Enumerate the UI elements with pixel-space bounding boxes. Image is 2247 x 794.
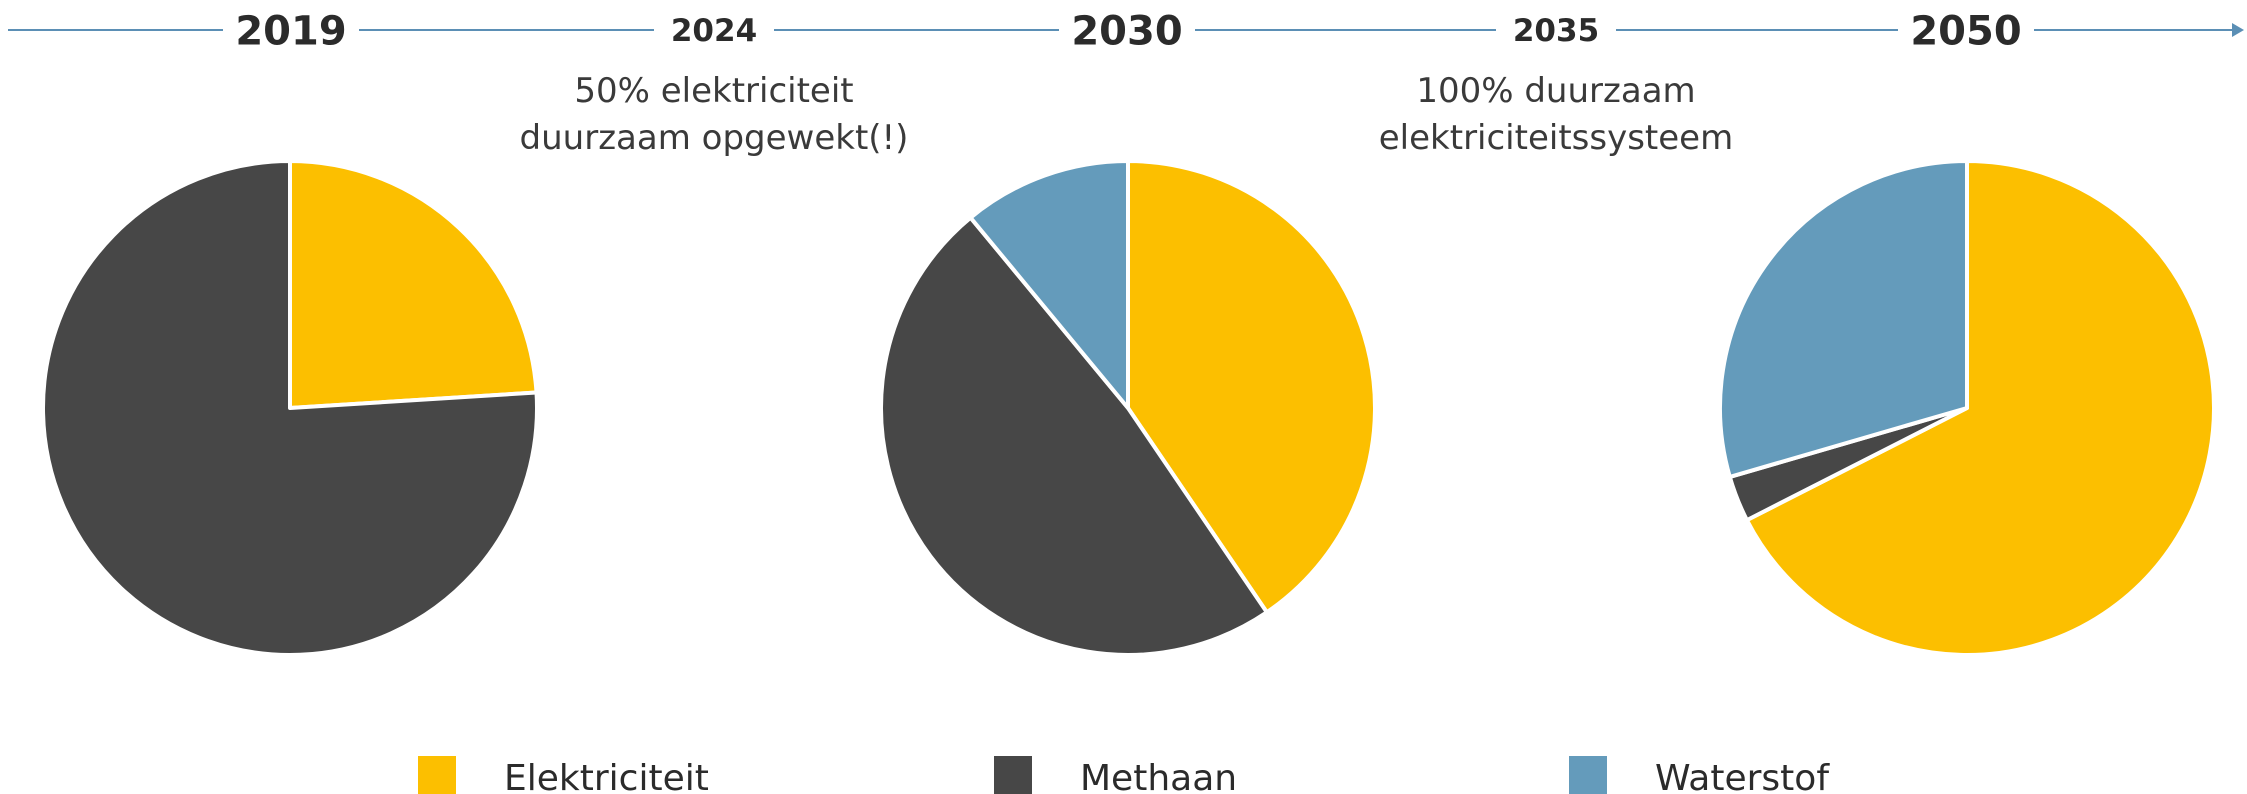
timeline-year-2035: 2035 (1513, 13, 1599, 49)
legend-label-methaan: Methaan (1080, 758, 1237, 794)
legend-item-methaan: Methaan (994, 756, 1237, 794)
pie-2030-slice-waterstof (968, 159, 1130, 410)
pie-2050-slice-elektriciteit (1744, 159, 2216, 657)
pie-2019-slice-elektriciteit (288, 159, 539, 410)
pie-2030-slice-methaan (879, 215, 1269, 657)
legend-item-elektriciteit: Elektriciteit (418, 756, 709, 794)
pie-2030-slice-elektriciteit (1126, 159, 1377, 615)
legend-swatch-methaan (994, 756, 1032, 794)
legend-label-waterstof: Waterstof (1655, 758, 1830, 794)
annotations: 50% elektriciteit duurzaam opgewekt(!) 100… (520, 71, 1734, 158)
pie-2019-slice-methaan (40, 159, 539, 657)
timeline-arrow-icon (2232, 23, 2244, 37)
timeline-year-2050: 2050 (1910, 8, 2021, 54)
annotation-2035-line-1: 100% duurzaam (1416, 71, 1695, 111)
legend: Elektriciteit Methaan Waterstof (418, 756, 1830, 794)
legend-swatch-waterstof (1569, 756, 1607, 794)
pie-2050-slice-waterstof (1718, 159, 1969, 479)
legend-swatch-elektriciteit (418, 756, 456, 794)
timeline-year-2024: 2024 (671, 13, 757, 49)
annotation-2035-line-2: elektriciteitssysteem (1379, 118, 1733, 158)
pie-2030 (879, 159, 1377, 657)
legend-item-waterstof: Waterstof (1569, 756, 1830, 794)
pie-2019 (40, 159, 539, 657)
timeline: 2019 2024 2030 2035 2050 (8, 8, 2244, 54)
timeline-year-2019: 2019 (235, 8, 346, 54)
pie-2050 (1718, 159, 2216, 657)
annotation-2024-line-2: duurzaam opgewekt(!) (520, 118, 909, 158)
timeline-year-2030: 2030 (1071, 8, 1182, 54)
legend-label-elektriciteit: Elektriciteit (504, 758, 709, 794)
pies (40, 159, 2216, 657)
annotation-2024-line-1: 50% elektriciteit (574, 71, 853, 111)
